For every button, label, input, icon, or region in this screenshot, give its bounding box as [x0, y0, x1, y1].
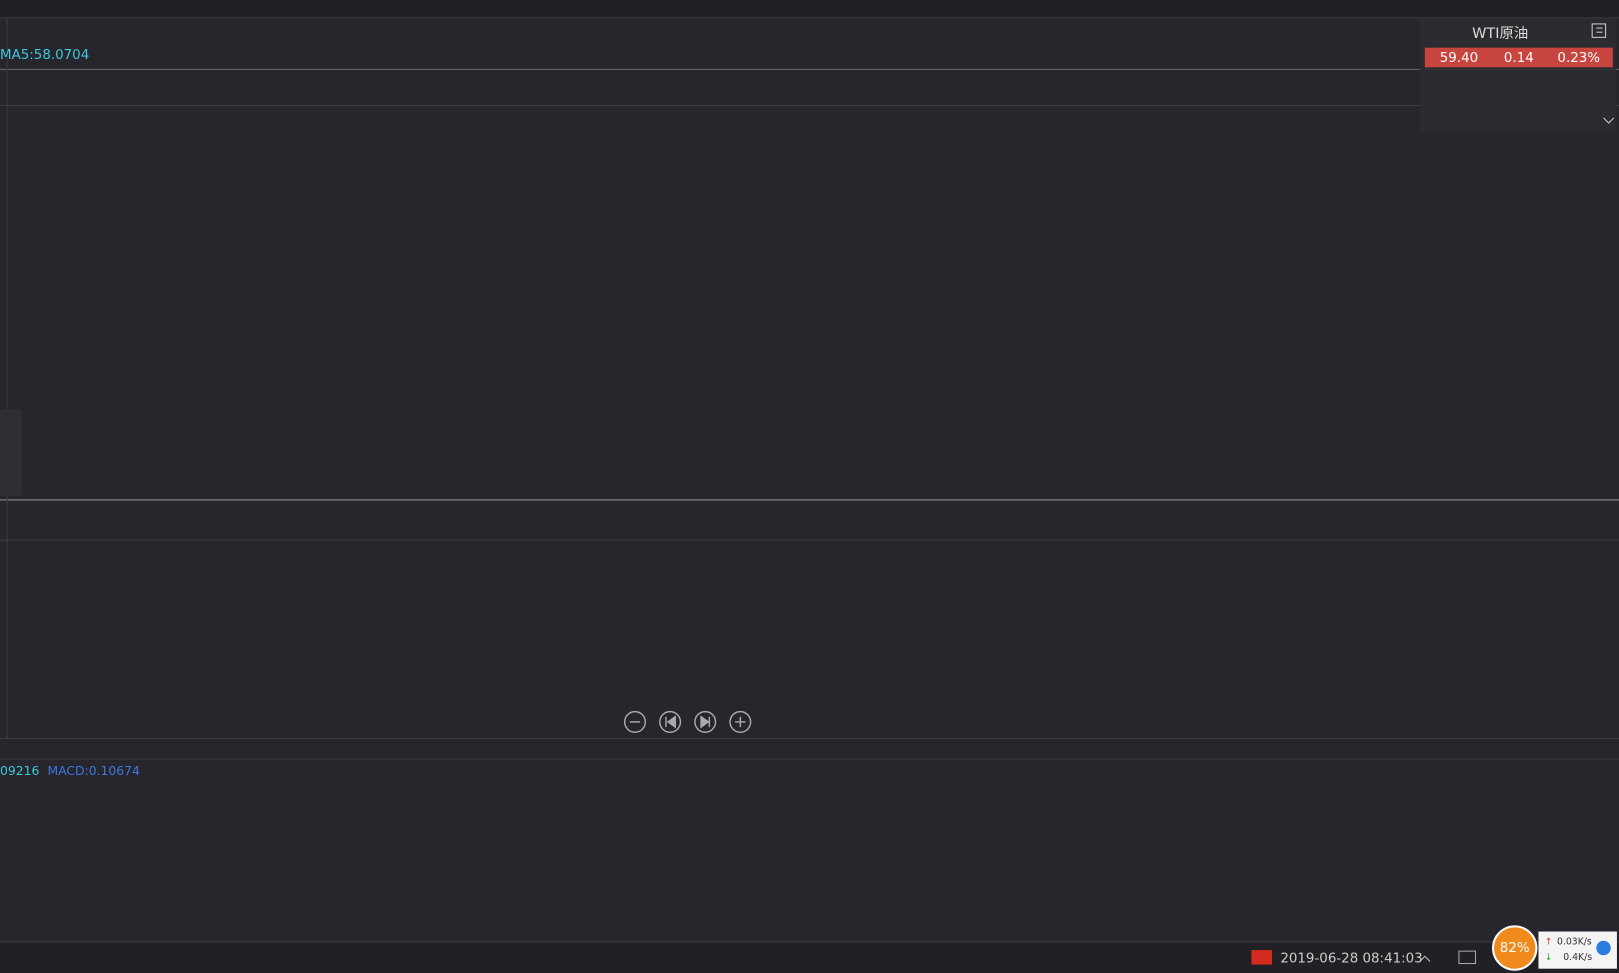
- macd-legend: 09216: [0, 763, 39, 778]
- zoom-in-button[interactable]: [729, 710, 752, 733]
- left-label-box: [0, 409, 22, 496]
- panel-toggle[interactable]: [1591, 23, 1607, 38]
- quote-panel-bg: [1419, 18, 1616, 133]
- last-button[interactable]: [694, 710, 717, 733]
- status-bar: 2019-06-28 08:41:03 82% 0.03K/s 0.4K/s ↑…: [0, 925, 1619, 973]
- up-speed: 0.03K/s: [1557, 936, 1592, 947]
- cpu-badge[interactable]: [1491, 925, 1538, 971]
- up-arrow: ↑: [1545, 936, 1553, 947]
- first-button[interactable]: [659, 710, 682, 733]
- window-icon[interactable]: [1458, 950, 1476, 965]
- quote-price-bar: [1424, 47, 1613, 68]
- macd-legend: MACD:0.10674: [47, 763, 140, 778]
- top-bar: [0, 0, 1619, 18]
- down-arrow: ↓: [1545, 952, 1553, 963]
- quote-price: 59.40: [1440, 51, 1478, 66]
- down-speed: 0.4K/s: [1563, 952, 1592, 963]
- flag: [1251, 950, 1273, 965]
- quote-change-pct: 0.23%: [1557, 51, 1600, 66]
- status-datetime: 2019-06-28 08:41:03: [1280, 951, 1422, 966]
- boost-icon[interactable]: [1596, 940, 1611, 956]
- quote-panel: WTI原油 59.40 0.14 0.23%: [1419, 18, 1616, 133]
- zoom-controls: [623, 710, 752, 733]
- cpu-text: 82%: [1500, 941, 1530, 956]
- expand-arrow[interactable]: [1603, 117, 1615, 124]
- zoom-out-button[interactable]: [623, 710, 647, 733]
- quote-title: WTI原油: [1472, 25, 1528, 42]
- quote-change: 0.14: [1504, 51, 1534, 66]
- status-bar-bg: [0, 942, 1619, 973]
- ma-legend: MA5:58.0704: [0, 48, 89, 63]
- status-arrow[interactable]: [1419, 955, 1431, 962]
